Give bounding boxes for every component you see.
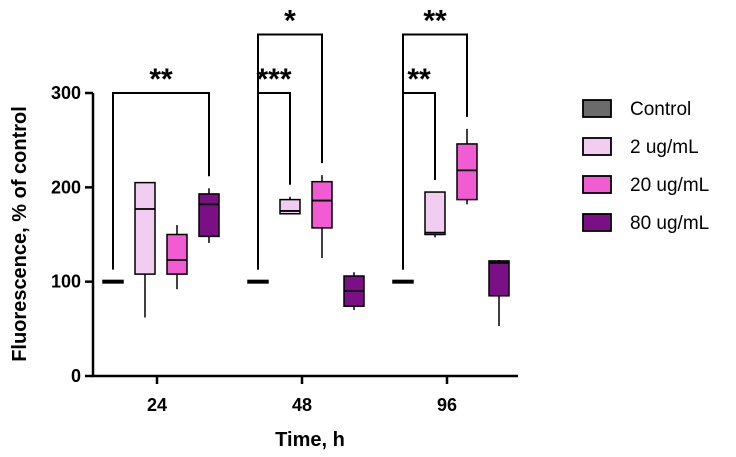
x-tick-label: 24 [147,395,167,415]
x-tick-label: 48 [292,395,312,415]
significance-bracket: *** [256,63,292,270]
significance-bracket: * [257,5,323,270]
bracket-line [257,92,291,270]
significance-bracket: ** [402,5,468,270]
box-control-24 [102,279,124,284]
y-tick-label: 100 [51,272,81,292]
legend-label: Control [630,99,691,120]
box-2-ug-ml-48 [279,196,301,215]
significance-label: ** [149,63,173,96]
legend-item: 2 ug/mL [582,137,699,158]
y-tick-label: 0 [71,366,81,386]
axes: 0 100 200 300 24 48 96 [51,83,518,415]
box-2-ug-ml-96 [424,191,446,238]
box-80-ug-ml-96 [488,259,510,327]
box-iqr [198,193,220,238]
significance-bracket: ** [112,63,210,270]
box-80-ug-ml-24 [198,188,220,243]
box-iqr [488,260,510,297]
box-iqr [311,180,333,229]
legend: Control 2 ug/mL 20 ug/mL 80 ug/mL [582,99,709,234]
significance-bracket: ** [402,63,436,270]
significance-label: ** [407,63,431,96]
significance-label: ** [423,5,447,38]
legend-swatch [582,175,612,194]
legend-swatch [582,99,612,118]
significance-label: *** [256,63,291,96]
bracket-line [402,92,436,270]
legend-item: 20 ug/mL [582,175,709,196]
bracket-line [257,33,323,270]
x-tick-label: 96 [437,395,457,415]
y-tick-label: 200 [51,177,81,197]
box-iqr [456,143,478,201]
plot-area [102,128,510,327]
legend-label: 20 ug/mL [630,175,709,196]
legend-swatch [582,137,612,156]
box-iqr [166,233,188,275]
box-control-96 [392,279,414,284]
box-20-ug-ml-24 [166,225,188,290]
bracket-line [402,33,468,270]
box-control-48 [247,279,269,284]
box-iqr [134,181,156,275]
legend-swatch [582,213,612,232]
significance-label: * [284,5,296,38]
y-axis-title: Fluorescence, % of control [9,106,31,362]
box-iqr [424,191,446,236]
legend-label: 2 ug/mL [630,137,699,158]
legend-item: Control [582,99,691,120]
box-2-ug-ml-24 [134,181,156,318]
bracket-line [112,92,210,270]
significance-annotations: ** ******** [112,5,468,270]
x-axis-title: Time, h [275,429,345,451]
legend-item: 80 ug/mL [582,213,709,234]
legend-label: 80 ug/mL [630,213,709,234]
y-tick-label: 300 [51,83,81,103]
box-20-ug-ml-48 [311,175,333,259]
box-80-ug-ml-48 [343,272,365,310]
box-20-ug-ml-96 [456,128,478,205]
